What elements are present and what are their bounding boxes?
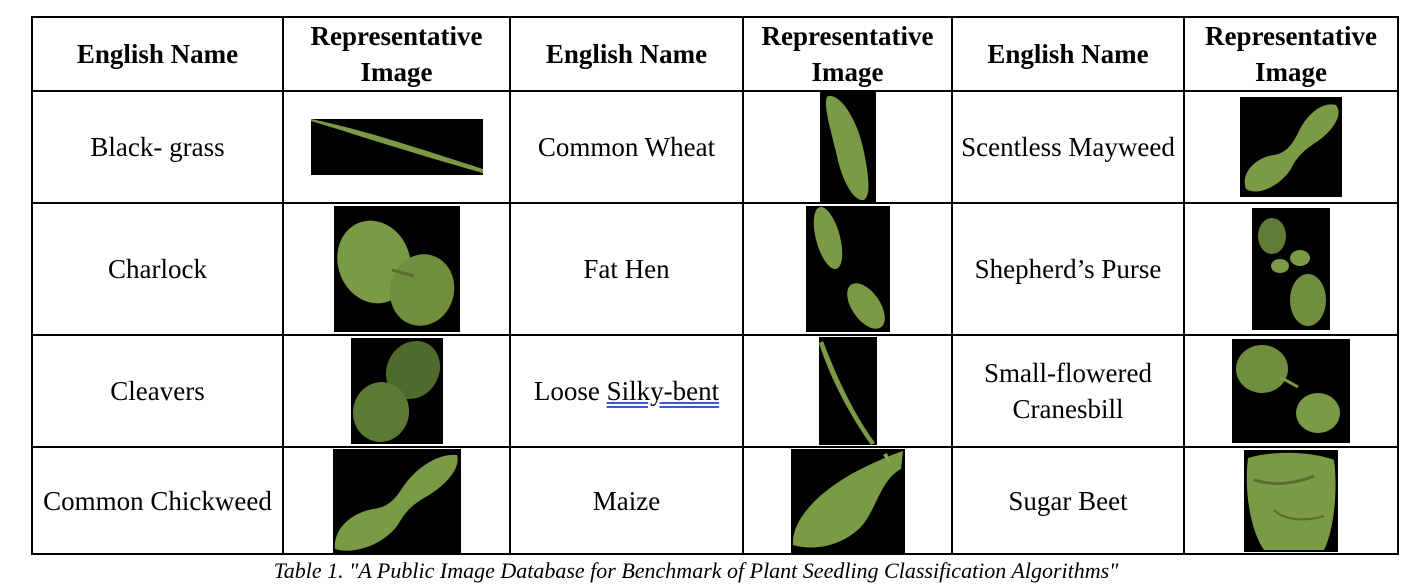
scentless-mayweed-seedling-image <box>1240 97 1342 197</box>
species-name-cell: Shepherd’s Purse <box>951 202 1185 336</box>
species-name-cell: Cleavers <box>31 334 284 448</box>
species-name-prefix: Loose <box>533 376 607 406</box>
charlock-seedling-image <box>333 206 460 332</box>
species-name-cell: Scentless Mayweed <box>951 90 1185 204</box>
species-image-cell <box>282 446 511 555</box>
species-name-cell: Loose Silky-bent <box>509 334 744 448</box>
table-row: Common Chickweed Maize Sugar Beet <box>31 446 1399 555</box>
small-flowered-cranesbill-seedling-image <box>1232 339 1350 443</box>
table-row: Black- grass Common Wheat Scentless Mayw… <box>31 90 1399 204</box>
species-name: Fat Hen <box>583 254 670 284</box>
species-name: Small-flowered Cranesbill <box>984 358 1152 424</box>
species-image-cell <box>1183 334 1399 448</box>
species-image-cell <box>282 90 511 204</box>
fat-hen-seedling-image <box>805 206 890 332</box>
species-name-cell: Common Wheat <box>509 90 744 204</box>
seedling-species-table: English Name Representative Image Englis… <box>31 16 1399 555</box>
species-name: Shepherd’s Purse <box>974 254 1162 284</box>
species-name-cell: Fat Hen <box>509 202 744 336</box>
header-representative-image-1: Representative Image <box>282 16 511 92</box>
header-english-name-1: English Name <box>31 16 284 92</box>
species-image-cell <box>1183 446 1399 555</box>
table-row: Cleavers Loose Silky-bent Small-flowered… <box>31 334 1399 448</box>
species-name-cell: Sugar Beet <box>951 446 1185 555</box>
header-representative-image-3: Representative Image <box>1183 16 1399 92</box>
sugar-beet-seedling-image <box>1244 449 1338 552</box>
species-name: Common Wheat <box>537 132 716 162</box>
species-name: Charlock <box>108 254 207 284</box>
species-name-cell: Black- grass <box>31 90 284 204</box>
cleavers-seedling-image <box>350 338 443 444</box>
black-grass-seedling-image <box>310 119 483 175</box>
species-name: Maize <box>592 485 661 516</box>
header-english-name-3: English Name <box>951 16 1185 92</box>
species-image-cell <box>282 202 511 336</box>
species-image-cell <box>1183 90 1399 204</box>
species-name-cell: Charlock <box>31 202 284 336</box>
species-name: Cleavers <box>110 376 205 406</box>
table-row: Charlock Fat Hen Shepherd’s Purse <box>31 202 1399 336</box>
maize-seedling-image <box>790 448 905 553</box>
header-row: English Name Representative Image Englis… <box>31 16 1399 92</box>
species-image-cell <box>282 334 511 448</box>
species-name: Scentless Mayweed <box>961 132 1175 162</box>
species-name-cell: Maize <box>509 446 744 555</box>
header-representative-image-2: Representative Image <box>742 16 953 92</box>
header-english-name-2: English Name <box>509 16 744 92</box>
shepherds-purse-seedling-image <box>1252 208 1330 330</box>
species-name-cell: Common Chickweed <box>31 446 284 555</box>
species-image-cell <box>742 446 953 555</box>
species-name-cell: Small-flowered Cranesbill <box>951 334 1185 448</box>
loose-silky-bent-seedling-image <box>818 337 877 445</box>
species-image-cell <box>742 334 953 448</box>
species-image-cell <box>742 202 953 336</box>
species-image-cell <box>1183 202 1399 336</box>
species-name: Common Chickweed <box>43 485 272 516</box>
species-name: Sugar Beet <box>1008 485 1128 516</box>
common-chickweed-seedling-image <box>332 448 461 553</box>
species-image-cell <box>742 90 953 204</box>
common-wheat-seedling-image <box>819 92 876 202</box>
species-name-spellcheck-flagged: Silky-bent <box>606 376 720 406</box>
table-caption: Table 1. "A Public Image Database for Be… <box>273 558 1119 583</box>
species-name: Black- grass <box>90 132 225 162</box>
